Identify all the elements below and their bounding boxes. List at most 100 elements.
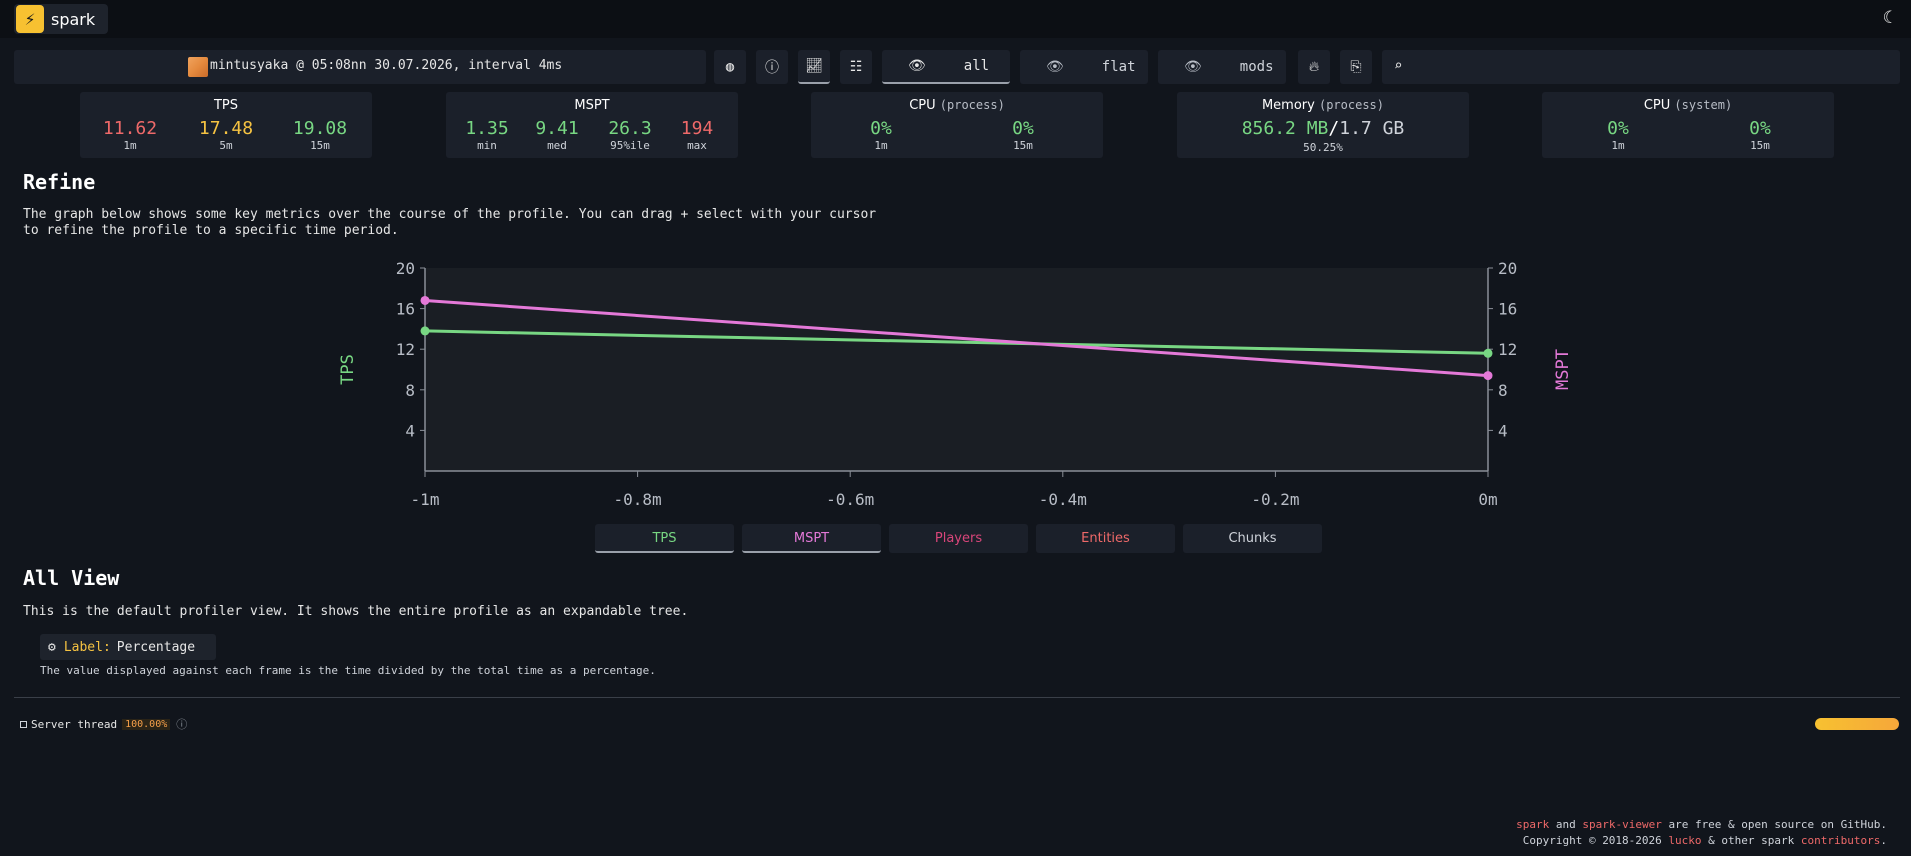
y2-axis-label: MSPT	[1553, 349, 1573, 390]
y-tick-label: 16	[396, 300, 415, 319]
cpu-process-1m: 0% 1m	[851, 118, 911, 152]
y-tick-label: 4	[405, 421, 415, 440]
memory-percent: 50.25%	[1303, 141, 1343, 154]
info-icon[interactable]: ⓘ	[176, 718, 188, 731]
spark-link[interactable]: spark	[1516, 818, 1550, 831]
fire-icon: 🔥︎	[1308, 59, 1320, 75]
cpu-system-1m: 0% 1m	[1588, 118, 1648, 152]
mspt-max: 194 max	[672, 118, 722, 152]
top-bar: ⚡ spark ☾	[0, 0, 1911, 38]
export-button[interactable]: ⎘	[1340, 50, 1372, 84]
tps-5m: 17.48 5m	[196, 118, 256, 152]
footer-text-other: & other spark	[1701, 834, 1801, 847]
footer-period: .	[1880, 834, 1887, 847]
thread-node-server[interactable]: Server thread 100.00% ⓘ	[20, 716, 187, 732]
avatar	[188, 57, 208, 77]
mode-mods-button[interactable]: 👁︎ mods	[1158, 50, 1286, 84]
x-tick-label: 0m	[1478, 490, 1497, 509]
toggle-entities[interactable]: Entities	[1036, 524, 1175, 553]
cpu-system-15m: 0% 15m	[1730, 118, 1790, 152]
cpu-system-subtitle: (system)	[1674, 98, 1733, 112]
x-tick-label: -0.4m	[1039, 490, 1087, 509]
lightning-bolt-icon: ⚡	[16, 5, 44, 33]
data-point-tps	[420, 326, 430, 336]
y2-tick-label: 4	[1498, 421, 1508, 440]
cpu-system-15m-label: 15m	[1750, 139, 1770, 152]
y2-tick-label: 20	[1498, 259, 1517, 278]
contributors-link[interactable]: contributors	[1800, 834, 1881, 847]
tps-1m-value: 11.62	[102, 118, 158, 139]
eye-icon: 👁︎	[908, 58, 926, 74]
spark-logo[interactable]: ⚡ spark	[14, 4, 108, 34]
moon-icon[interactable]: ☾	[1882, 8, 1893, 28]
cpu-process-title: CPU (process)	[811, 98, 1103, 113]
search-input[interactable]: ⌕	[1382, 50, 1900, 84]
cpu-system-title-text: CPU	[1643, 98, 1671, 113]
thread-percent: 100.00%	[122, 718, 171, 730]
cpu-process-widget: CPU (process) 0% 1m 0% 15m	[811, 92, 1103, 158]
footer: spark and spark-viewer are free & open s…	[1516, 817, 1887, 849]
mspt-max-value: 194	[680, 118, 714, 139]
mspt-med: 9.41 med	[530, 118, 584, 152]
cpu-system-15m-value: 0%	[1749, 118, 1771, 139]
mode-flat-button[interactable]: 👁︎ flat	[1020, 50, 1148, 84]
memory-title-text: Memory	[1261, 98, 1315, 113]
graph-button[interactable]: 📈︎	[798, 50, 830, 84]
flame-button[interactable]: 🔥︎	[1298, 50, 1330, 84]
footer-copyright: Copyright © 2018-2026	[1522, 834, 1669, 847]
info-button[interactable]: ⓘ	[756, 50, 788, 84]
data-point-tps	[1483, 348, 1493, 358]
gears-icon: ⚙︎	[48, 639, 56, 655]
label-mode-button[interactable]: ⚙︎ Label: Percentage	[40, 634, 216, 660]
spark-viewer-link[interactable]: spark-viewer	[1582, 818, 1662, 831]
tps-5m-label: 5m	[219, 139, 233, 152]
toggle-players[interactable]: Players	[889, 524, 1028, 553]
footer-text-and: and	[1549, 818, 1583, 831]
refine-graph[interactable]: 4 4 8 8 12 12 16 16 20 20 -1m -0.8m -0.6m -0.4m -0.2m 0…	[320, 256, 1600, 516]
cpu-process-15m: 0% 15m	[993, 118, 1053, 152]
eye-icon: 👁︎	[1046, 59, 1064, 75]
thread-percent-bar	[1815, 718, 1899, 730]
y-tick-label: 8	[405, 381, 415, 400]
mspt-med-value: 9.41	[535, 118, 579, 139]
tps-widget: TPS 11.62 1m 17.48 5m 19.08 15m	[80, 92, 372, 158]
lucko-link[interactable]: lucko	[1668, 834, 1702, 847]
toggle-chunks[interactable]: Chunks	[1183, 524, 1322, 553]
widgets-button[interactable]: ◍	[714, 50, 746, 84]
label-description: The value displayed against each frame i…	[40, 664, 656, 677]
mspt-widget: MSPT 1.35 min 9.41 med 26.3 95%ile 194 m…	[446, 92, 738, 158]
memory-used: 856.2 MB	[1241, 118, 1329, 139]
cpu-system-1m-value: 0%	[1607, 118, 1629, 139]
settings-button[interactable]: ☷	[840, 50, 872, 84]
profile-info: mintusyaka @ 05:08nn 30.07.2026, interva…	[14, 50, 706, 84]
mode-all-button[interactable]: 👁︎ all	[882, 50, 1010, 84]
expand-icon[interactable]	[20, 720, 27, 728]
y2-tick-label: 12	[1498, 340, 1517, 359]
memory-title: Memory (process)	[1177, 98, 1469, 113]
tps-15m-label: 15m	[310, 139, 330, 152]
memory-widget: Memory (process) 856.2 MB/1.7 GB 50.25%	[1177, 92, 1469, 158]
toggle-tps[interactable]: TPS	[595, 524, 734, 553]
sliders-icon: ☷	[849, 59, 863, 75]
footer-line-1: spark and spark-viewer are free & open s…	[1516, 817, 1887, 833]
x-tick-label: -0.2m	[1251, 490, 1299, 509]
footer-line-2: Copyright © 2018-2026 lucko & other spar…	[1516, 833, 1887, 849]
y2-tick-label: 16	[1498, 300, 1517, 319]
divider	[14, 697, 1900, 698]
file-export-icon: ⎘	[1350, 59, 1362, 75]
cpu-process-subtitle: (process)	[939, 98, 1005, 112]
all-view-heading: All View	[23, 566, 120, 590]
mspt-med-label: med	[547, 139, 567, 152]
cpu-process-15m-value: 0%	[1012, 118, 1034, 139]
x-tick-label: -0.6m	[826, 490, 874, 509]
toggle-mspt[interactable]: MSPT	[742, 524, 881, 553]
tps-15m: 19.08 15m	[290, 118, 350, 152]
cpu-system-1m-label: 1m	[1611, 139, 1625, 152]
mspt-min-value: 1.35	[465, 118, 509, 139]
controls-bar: mintusyaka @ 05:08nn 30.07.2026, interva…	[14, 50, 1900, 84]
x-tick-label: -0.8m	[614, 490, 662, 509]
y-axis-label: TPS	[338, 354, 358, 385]
mode-flat-label: flat	[1101, 59, 1136, 75]
series-line-mspt	[424, 298, 1489, 378]
profile-info-text: mintusyaka @ 05:08nn 30.07.2026, interva…	[210, 58, 563, 73]
